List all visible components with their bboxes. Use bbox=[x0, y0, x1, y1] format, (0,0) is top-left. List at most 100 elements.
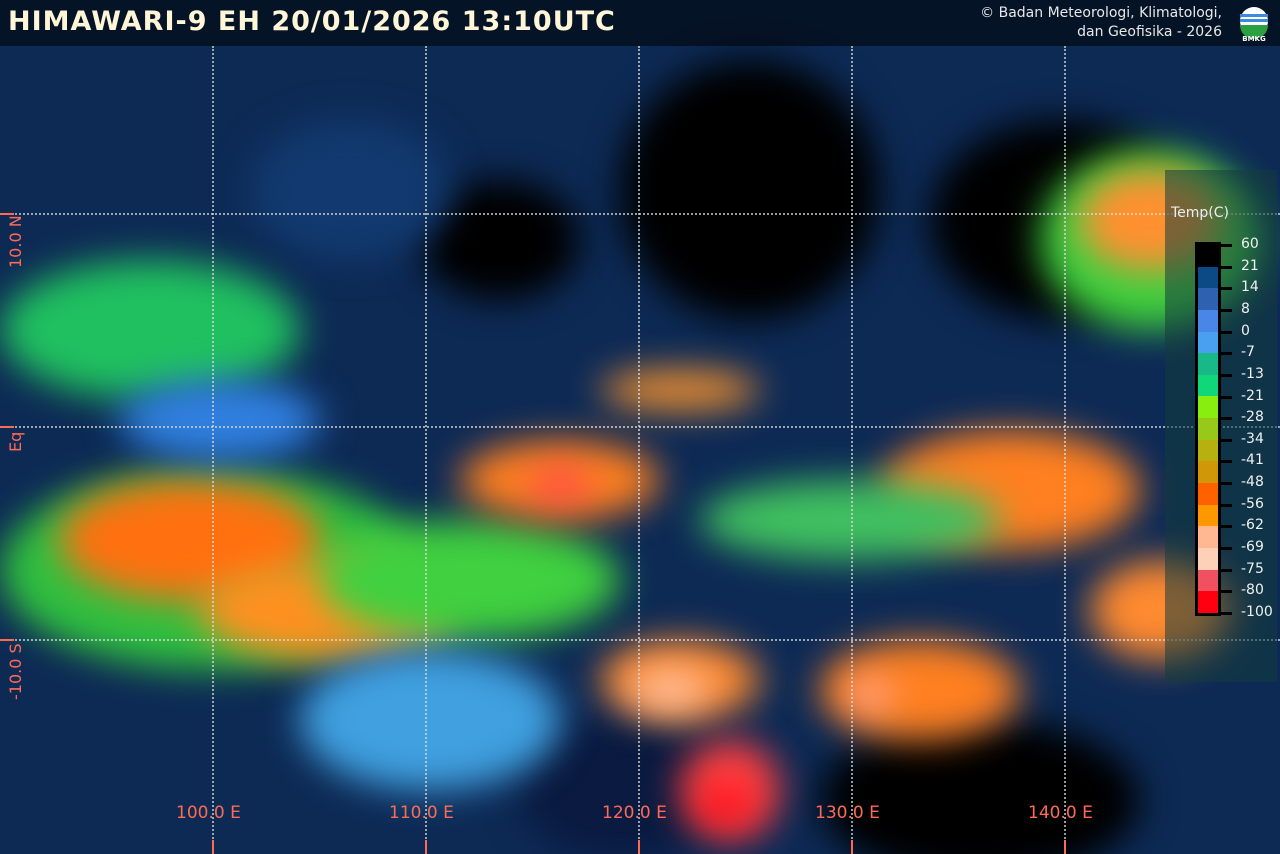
cloud-region bbox=[620, 60, 880, 320]
legend-tick bbox=[1218, 308, 1232, 312]
color-bar-segment bbox=[1198, 591, 1218, 613]
legend-label: 21 bbox=[1241, 257, 1259, 274]
tick-mark bbox=[851, 840, 853, 854]
legend-tick bbox=[1218, 330, 1232, 334]
cloud-region bbox=[300, 650, 560, 790]
color-bar-segment bbox=[1198, 439, 1218, 462]
legend-tick bbox=[1218, 547, 1232, 551]
cloud-region bbox=[320, 520, 620, 640]
cloud-region bbox=[600, 370, 760, 410]
color-bar-segment bbox=[1198, 245, 1218, 267]
color-bar-segment bbox=[1198, 331, 1218, 354]
legend-label: -41 bbox=[1241, 452, 1264, 469]
color-bar-segment bbox=[1198, 504, 1218, 527]
image-title: HIMAWARI-9 EH 20/01/2026 13:10UTC bbox=[8, 6, 616, 37]
color-bar-segment bbox=[1198, 483, 1218, 505]
legend-label: -75 bbox=[1241, 560, 1264, 577]
color-bar-segment bbox=[1198, 353, 1218, 375]
parallel-line bbox=[0, 639, 1280, 641]
legend-tick bbox=[1218, 612, 1232, 615]
legend-tick bbox=[1218, 482, 1232, 486]
svg-text:BMKG: BMKG bbox=[1242, 35, 1266, 42]
legend-label: -62 bbox=[1241, 517, 1264, 534]
tick-mark bbox=[0, 639, 14, 641]
meridian-line bbox=[851, 46, 853, 854]
cloud-region bbox=[250, 120, 450, 260]
cloud-region bbox=[700, 790, 750, 820]
legend-label: 14 bbox=[1241, 279, 1259, 296]
cloud-region bbox=[530, 470, 590, 500]
legend-tick bbox=[1218, 373, 1232, 377]
legend-tick bbox=[1218, 590, 1232, 594]
cloud-region bbox=[850, 680, 890, 710]
tick-mark bbox=[212, 840, 214, 854]
legend-tick bbox=[1218, 265, 1232, 269]
legend-tick bbox=[1218, 525, 1232, 529]
legend-tick bbox=[1218, 417, 1232, 421]
legend-tick bbox=[1218, 568, 1232, 572]
legend-label: -69 bbox=[1241, 539, 1264, 556]
legend-tick bbox=[1218, 503, 1232, 507]
legend-label: 60 bbox=[1241, 236, 1259, 252]
legend-label: 0 bbox=[1241, 322, 1250, 339]
longitude-label: 110.0 E bbox=[389, 803, 454, 823]
longitude-label: 120.0 E bbox=[602, 803, 667, 823]
legend-label: -13 bbox=[1241, 365, 1264, 382]
legend-tick bbox=[1218, 244, 1232, 247]
meridian-line bbox=[212, 46, 214, 854]
color-bar-segment bbox=[1198, 374, 1218, 397]
tick-mark bbox=[0, 426, 14, 428]
color-bar-segment bbox=[1198, 309, 1218, 332]
legend-tick bbox=[1218, 352, 1232, 356]
longitude-label: 100.0 E bbox=[176, 803, 241, 823]
color-bar-segment bbox=[1198, 266, 1218, 289]
credit: © Badan Meteorologi, Klimatologi, dan Ge… bbox=[980, 4, 1222, 42]
meridian-line bbox=[425, 46, 427, 854]
cloud-region bbox=[0, 260, 300, 400]
legend-label: 8 bbox=[1241, 300, 1250, 317]
legend-label: -100 bbox=[1241, 604, 1273, 620]
tick-mark bbox=[638, 840, 640, 854]
color-bar-segment bbox=[1198, 526, 1218, 548]
legend-tick bbox=[1218, 460, 1232, 464]
parallel-line bbox=[0, 426, 1280, 428]
meridian-line bbox=[638, 46, 640, 854]
cloud-region bbox=[120, 380, 320, 460]
temperature-legend: Temp(C) 60 21 14 8 0 -7 -13 -21 -28 -34 -41 -48 -56 -… bbox=[1165, 170, 1277, 682]
latitude-label: Eq bbox=[6, 431, 25, 452]
color-bar-segment bbox=[1198, 461, 1218, 484]
legend-title: Temp(C) bbox=[1171, 205, 1230, 221]
credit-line-2: dan Geofisika - 2026 bbox=[1077, 24, 1222, 40]
legend-label: -28 bbox=[1241, 409, 1264, 426]
tick-mark bbox=[425, 840, 427, 854]
color-bar bbox=[1195, 242, 1221, 616]
longitude-label: 140.0 E bbox=[1028, 803, 1093, 823]
credit-line-1: © Badan Meteorologi, Klimatologi, bbox=[980, 5, 1222, 21]
legend-tick bbox=[1218, 395, 1232, 399]
legend-label: -80 bbox=[1241, 582, 1264, 599]
meridian-line bbox=[1064, 46, 1066, 854]
tick-mark bbox=[0, 213, 14, 215]
color-bar-segment bbox=[1198, 569, 1218, 592]
longitude-label: 130.0 E bbox=[815, 803, 880, 823]
legend-label: -48 bbox=[1241, 474, 1264, 491]
legend-tick bbox=[1218, 438, 1232, 442]
legend-tick bbox=[1218, 287, 1232, 291]
legend-label: -7 bbox=[1241, 344, 1255, 361]
tick-mark bbox=[1064, 840, 1066, 854]
parallel-line bbox=[0, 213, 1280, 215]
latitude-label: 10.0 N bbox=[6, 215, 25, 268]
latitude-label: -10.0 S bbox=[6, 643, 25, 700]
color-bar-segment bbox=[1198, 288, 1218, 310]
title-bar: HIMAWARI-9 EH 20/01/2026 13:10UTC © Bada… bbox=[0, 0, 1280, 46]
bmkg-logo-icon: BMKG bbox=[1240, 7, 1268, 42]
cloud-region bbox=[630, 670, 710, 710]
cloud-region bbox=[820, 720, 1140, 854]
legend-label: -34 bbox=[1241, 430, 1264, 447]
color-bar-segment bbox=[1198, 547, 1218, 570]
legend-label: -56 bbox=[1241, 495, 1264, 512]
color-bar-segment bbox=[1198, 418, 1218, 440]
cloud-region bbox=[700, 480, 1000, 560]
color-bar-segment bbox=[1198, 396, 1218, 419]
